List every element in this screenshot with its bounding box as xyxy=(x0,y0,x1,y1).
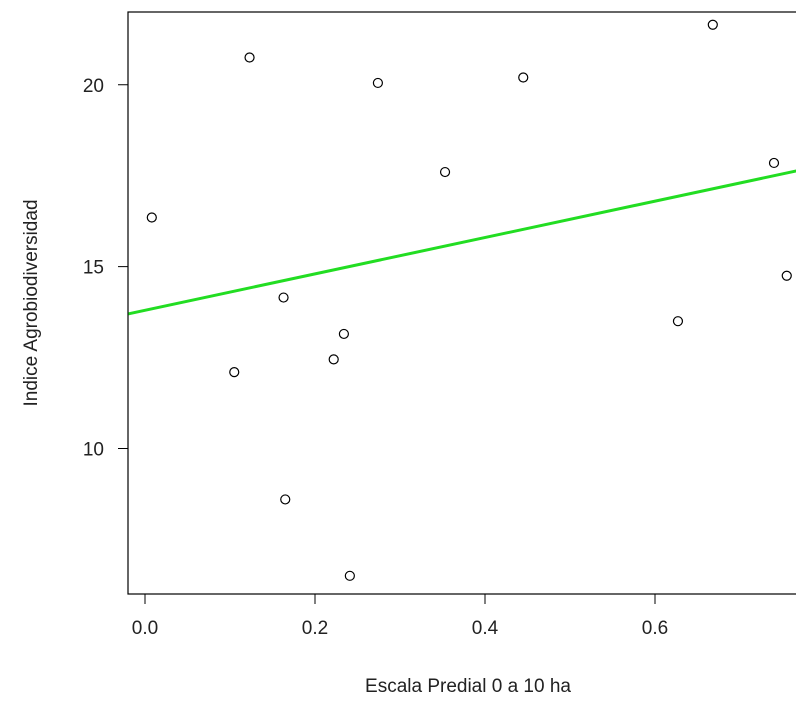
y-axis-title: Indice Agrobiodiversidad xyxy=(21,199,42,406)
y-tick-label: 20 xyxy=(83,76,104,97)
data-point xyxy=(372,77,383,89)
data-point xyxy=(328,354,339,365)
plot-frame xyxy=(127,11,796,595)
x-tick-label: 0.4 xyxy=(472,618,499,639)
data-point xyxy=(338,328,349,340)
x-tick-label: 0.2 xyxy=(302,618,328,639)
data-point xyxy=(280,494,291,505)
data-point xyxy=(672,316,684,327)
data-point xyxy=(344,570,355,581)
y-tick-label: 15 xyxy=(83,258,104,279)
x-axis-title: Escala Predial 0 a 10 ha xyxy=(365,676,571,697)
x-axis: 0.0 0.2 0.4 0.6 xyxy=(132,593,668,639)
data-point xyxy=(768,157,780,169)
y-axis: 10 15 20 xyxy=(83,76,129,461)
y-tick-label: 10 xyxy=(83,440,104,461)
data-point xyxy=(278,292,289,303)
points-layer xyxy=(146,19,792,581)
regression-line xyxy=(127,169,796,316)
data-point xyxy=(439,166,451,178)
data-point xyxy=(146,212,157,223)
data-point xyxy=(781,270,792,281)
fit-line-layer xyxy=(127,169,796,316)
x-tick-label: 0.0 xyxy=(132,618,158,639)
data-point xyxy=(244,52,255,63)
data-point xyxy=(518,72,529,83)
data-point xyxy=(229,367,240,378)
x-tick-label: 0.6 xyxy=(642,618,668,639)
data-point xyxy=(707,19,718,30)
